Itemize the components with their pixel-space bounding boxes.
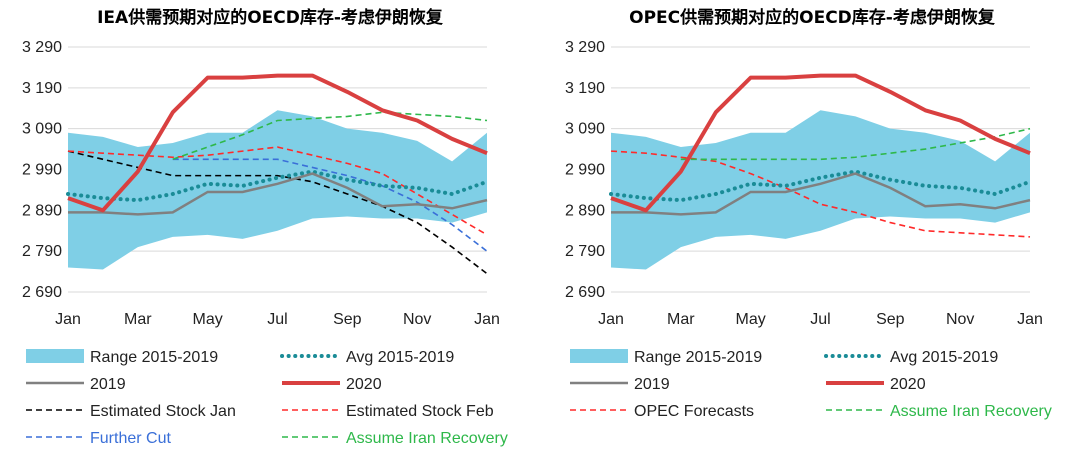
legend-item: Range 2015-2019 — [26, 349, 218, 366]
x-tick-label: Sep — [876, 311, 905, 328]
legend-label: Further Cut — [90, 430, 171, 447]
x-tick-label: Jul — [810, 311, 830, 328]
legend-item: Avg 2015-2019 — [280, 349, 454, 366]
x-tick-label: May — [736, 311, 766, 328]
x-tick-label: Jan — [1017, 311, 1043, 328]
legend-label: Range 2015-2019 — [90, 349, 218, 366]
legend-item: Estimated Stock Feb — [282, 403, 494, 420]
plot-area-opec: 2 690 2 790 2 890 2 990 3 090 3 190 3 290 Jan Ma… — [565, 39, 1043, 328]
x-tick-label: Jan — [598, 311, 624, 328]
series-line-avg-2015-2019 — [609, 169, 1032, 203]
series-line-2019 — [611, 172, 1031, 216]
y-tick-label: 3 190 — [22, 80, 62, 97]
chart-title-opec: OPEC供需预期对应的OECD库存-考虑伊朗恢复 — [629, 7, 996, 28]
series-line-assume-iran-recovery — [680, 127, 1031, 161]
legend-item: Assume Iran Recovery — [282, 430, 508, 447]
legend-label: OPEC Forecasts — [634, 403, 754, 420]
y-tick-label: 3 290 — [22, 39, 62, 56]
legend-swatch — [570, 349, 628, 363]
series-band-range — [611, 110, 1030, 270]
chart-title-iea: IEA供需预期对应的OECD库存-考虑伊朗恢复 — [97, 7, 444, 28]
legend-label: 2020 — [890, 376, 926, 393]
chart-opec: OPEC供需预期对应的OECD库存-考虑伊朗恢复 2 690 2 790 2 890… — [565, 7, 1052, 420]
legend-item: 2019 — [26, 376, 126, 393]
series-line-2020 — [610, 73, 1031, 213]
legend-label: Avg 2015-2019 — [346, 349, 454, 366]
legend-item: OPEC Forecasts — [570, 403, 754, 420]
y-tick-label: 2 890 — [565, 202, 605, 219]
legend-item: Estimated Stock Jan — [26, 403, 236, 420]
legend-swatch — [26, 349, 84, 363]
legend-item: Avg 2015-2019 — [824, 349, 998, 366]
y-tick-label: 3 290 — [565, 39, 605, 56]
series-line-estimated-stock-jan — [67, 150, 488, 275]
series-line-2020 — [67, 73, 488, 213]
legend-iea: Range 2015-2019 Avg 2015-2019 2019 2020 Esti… — [26, 349, 508, 447]
legend-item: 2019 — [570, 376, 670, 393]
series-line-estimated-stock-feb — [67, 146, 488, 236]
legend-label: Avg 2015-2019 — [890, 349, 998, 366]
x-tick-label: Jul — [267, 311, 287, 328]
series-line-further-cut — [172, 158, 488, 252]
y-tick-label: 2 790 — [565, 243, 605, 260]
legend-label: Assume Iran Recovery — [890, 403, 1052, 420]
plot-area-iea: 2 690 2 790 2 890 2 990 3 090 3 190 3 290 Jan Ma… — [22, 39, 500, 328]
legend-opec: Range 2015-2019 Avg 2015-2019 2019 2020 OPEC… — [570, 349, 1052, 420]
y-tick-label: 2 690 — [22, 284, 62, 301]
x-tick-label: Jan — [55, 311, 81, 328]
y-tick-label: 2 690 — [565, 284, 605, 301]
y-tick-label: 2 990 — [565, 162, 605, 179]
series-line-assume-iran-recovery — [172, 111, 488, 161]
y-tick-label: 3 090 — [22, 121, 62, 138]
y-tick-label: 3 190 — [565, 80, 605, 97]
legend-label: Assume Iran Recovery — [346, 430, 508, 447]
x-tick-label: Nov — [946, 311, 974, 328]
legend-label: 2019 — [90, 376, 126, 393]
legend-item: Assume Iran Recovery — [826, 403, 1052, 420]
series-line-2019 — [68, 172, 488, 216]
y-tick-label: 2 990 — [22, 162, 62, 179]
series-line-opec-forecasts — [610, 150, 1031, 238]
series-band-range — [68, 110, 487, 270]
x-tick-label: Jan — [474, 311, 500, 328]
x-tick-label: May — [193, 311, 223, 328]
legend-label: Estimated Stock Feb — [346, 403, 494, 420]
legend-label: Estimated Stock Jan — [90, 403, 236, 420]
x-tick-label: Mar — [124, 311, 152, 328]
legend-label: 2019 — [634, 376, 670, 393]
legend-item: 2020 — [826, 376, 926, 393]
y-tick-label: 2 790 — [22, 243, 62, 260]
legend-label: Range 2015-2019 — [634, 349, 762, 366]
x-tick-label: Sep — [333, 311, 362, 328]
x-tick-label: Nov — [403, 311, 431, 328]
legend-label: 2020 — [346, 376, 382, 393]
series-line-avg-2015-2019 — [66, 169, 489, 203]
y-tick-label: 3 090 — [565, 121, 605, 138]
legend-item: Further Cut — [26, 430, 171, 447]
x-tick-label: Mar — [667, 311, 695, 328]
legend-item: Range 2015-2019 — [570, 349, 762, 366]
legend-item: 2020 — [282, 376, 382, 393]
y-tick-label: 2 890 — [22, 202, 62, 219]
